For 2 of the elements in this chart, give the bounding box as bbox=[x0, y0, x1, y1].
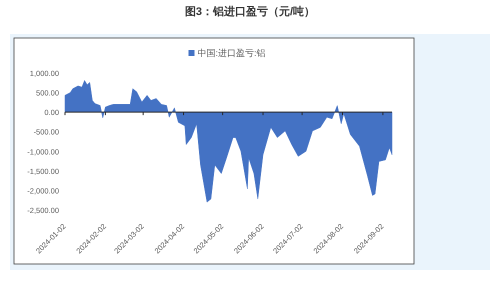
legend-label: 中国:进口盈亏:铝 bbox=[198, 48, 266, 58]
chart-title: 图3：铝进口盈亏（元/吨） bbox=[184, 5, 316, 18]
